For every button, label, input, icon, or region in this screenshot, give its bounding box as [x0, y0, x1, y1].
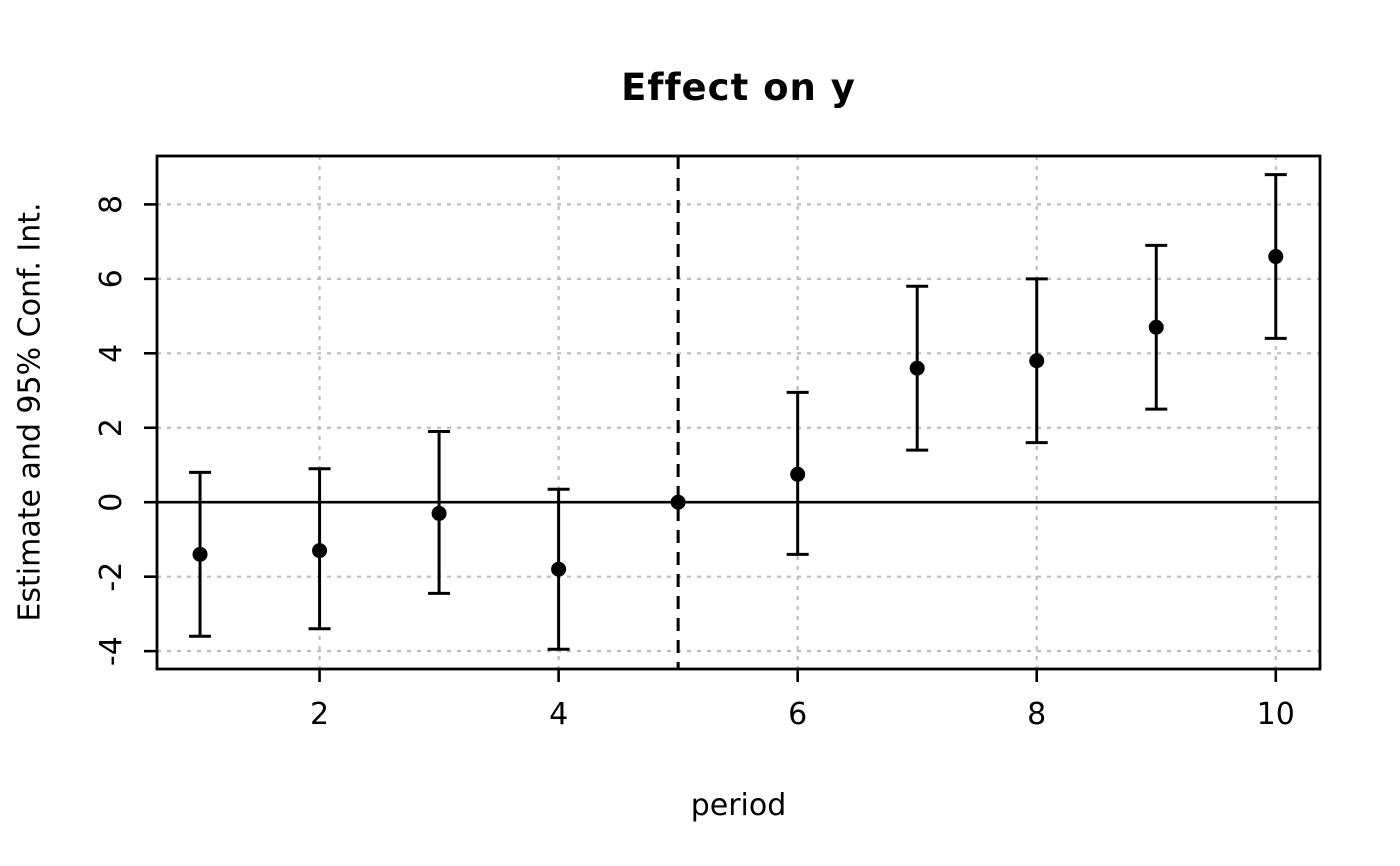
data-point: [1029, 353, 1045, 369]
data-point: [312, 543, 328, 559]
x-tick-label: 4: [549, 697, 568, 732]
y-axis-title: Estimate and 95% Conf. Int.: [12, 202, 48, 622]
x-tick-label: 6: [788, 697, 807, 732]
x-axis-title: period: [690, 788, 787, 823]
data-point: [670, 494, 686, 510]
y-tick-label: 6: [94, 269, 129, 288]
y-tick-label: 2: [94, 418, 129, 437]
x-tick-label: 8: [1027, 697, 1046, 732]
data-point: [431, 505, 447, 521]
data-point: [790, 466, 806, 482]
y-tick-label: -4: [94, 636, 129, 666]
x-tick-label: 2: [310, 697, 329, 732]
y-tick-label: -2: [94, 562, 129, 592]
y-tick-label: 8: [94, 195, 129, 214]
x-tick-label: 10: [1257, 697, 1295, 732]
data-point: [1268, 249, 1284, 265]
data-point: [909, 360, 925, 376]
y-tick-label: 0: [94, 493, 129, 512]
chart-title: Effect on y: [621, 66, 856, 109]
data-point: [551, 561, 567, 577]
y-tick-label: 4: [94, 344, 129, 363]
data-point: [1148, 319, 1164, 335]
data-point: [192, 546, 208, 562]
plot-frame: [155, 154, 1322, 671]
